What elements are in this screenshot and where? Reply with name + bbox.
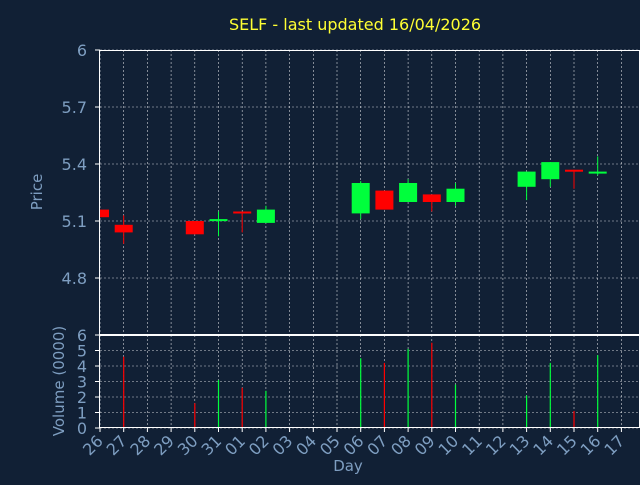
candle-02 [256, 205, 275, 223]
volume-grid [99, 334, 640, 429]
price-grid [99, 49, 640, 335]
price-tick-label: 4.8 [62, 269, 87, 288]
x-axis-label: Day [333, 457, 363, 475]
candle-body [351, 183, 370, 214]
candle-body [375, 190, 394, 210]
candle-26 [99, 209, 109, 218]
candle-10 [446, 183, 465, 206]
volume-tick-label: 4 [77, 357, 87, 376]
candle-body [588, 171, 607, 174]
volume-tick-label: 0 [77, 419, 87, 438]
price-y-ticks: 4.8 5.1 5.4 5.7 6 [62, 41, 100, 288]
candle-08 [399, 179, 418, 202]
price-tick-label: 5.1 [62, 212, 87, 231]
candle-body [114, 224, 133, 233]
price-tick-label: 5.4 [62, 155, 87, 174]
x-axis-ticks: 2627282930310102030405060708091011121314… [79, 428, 628, 459]
candle-06 [351, 181, 370, 220]
candle-body [233, 211, 252, 214]
chart-title: SELF - last updated 16/04/2026 [229, 15, 481, 34]
price-axis-label: Price [28, 174, 46, 211]
candle-body [422, 194, 441, 202]
volume-tick-label: 5 [77, 342, 87, 361]
candle-13 [517, 171, 536, 201]
candle-body [399, 183, 418, 202]
volume-bars [123, 342, 599, 428]
volume-axis-label: Volume (0000) [50, 326, 68, 436]
candle-09 [422, 194, 441, 212]
candle-15 [565, 169, 583, 189]
candle-14 [541, 162, 560, 187]
x-tick-label: 17 [600, 431, 628, 459]
volume-tick-label: 6 [77, 326, 87, 345]
candle-body [256, 209, 275, 223]
candle-body [185, 221, 204, 235]
price-tick-label: 6 [77, 41, 87, 60]
price-panel: 4.8 5.1 5.4 5.7 6 Price [28, 41, 640, 335]
candle-body [541, 162, 560, 180]
price-tick-label: 5.7 [62, 98, 87, 117]
candle-body [517, 171, 536, 187]
price-candles [99, 156, 607, 244]
candle-body [100, 209, 109, 218]
volume-tick-label: 1 [77, 404, 87, 423]
candle-01 [233, 211, 252, 233]
candle-31 [209, 211, 228, 237]
candle-16 [588, 156, 607, 176]
candle-body [565, 169, 583, 172]
volume-tick-label: 3 [77, 373, 87, 392]
candle-27 [114, 215, 133, 244]
candle-body [209, 219, 228, 222]
candle-30 [185, 221, 204, 235]
volume-tick-label: 2 [77, 388, 87, 407]
candle-07 [375, 190, 394, 210]
candle-body [446, 188, 465, 202]
